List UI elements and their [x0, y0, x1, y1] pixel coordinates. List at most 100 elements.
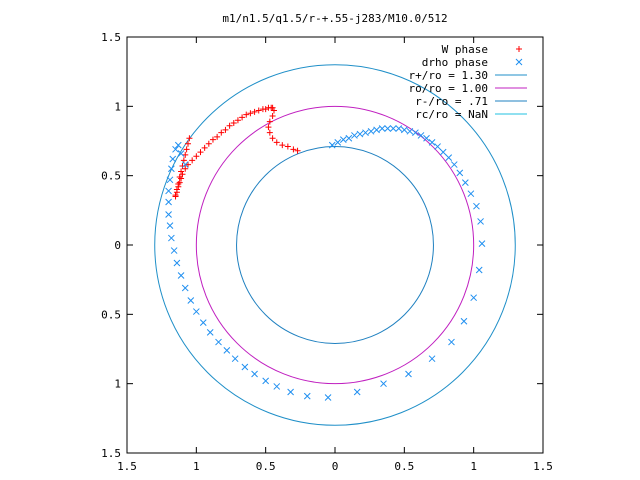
data-point	[273, 139, 280, 146]
data-point	[169, 155, 177, 163]
legend-marker	[516, 46, 522, 52]
data-point	[279, 142, 286, 149]
data-point	[324, 394, 332, 401]
data-point	[405, 370, 412, 378]
data-point	[406, 127, 414, 135]
y-tick-label: 0.5	[101, 170, 121, 183]
data-point	[334, 139, 342, 146]
data-point	[290, 146, 297, 153]
x-tick-label: 1	[193, 460, 200, 473]
data-point	[172, 193, 179, 200]
x-tick-label: 1.5	[533, 460, 553, 473]
data-point	[173, 189, 180, 196]
data-point	[165, 187, 172, 195]
data-point	[400, 126, 408, 134]
data-point	[356, 130, 364, 138]
data-point	[176, 179, 183, 186]
legend-label: W phase	[442, 43, 488, 56]
axis-ticks: 1.5 1 0.5 0 0.5 1 1.51.510.500.511.5	[101, 31, 553, 473]
data-point	[339, 136, 347, 143]
data-point	[251, 370, 258, 378]
data-point	[181, 161, 189, 168]
data-point	[241, 363, 249, 371]
data-point	[456, 169, 464, 177]
data-point	[223, 347, 231, 354]
data-point	[180, 157, 187, 164]
legend-label: ro/ro = 1.00	[409, 82, 488, 95]
w-phase-series	[172, 104, 301, 200]
data-point	[201, 144, 208, 151]
data-point	[287, 388, 294, 396]
data-point	[428, 355, 436, 363]
x-tick-label: 1	[470, 460, 477, 473]
data-point	[179, 171, 186, 178]
data-point	[166, 222, 174, 229]
legend-label: r-/ro = .71	[415, 95, 488, 108]
data-point	[450, 161, 458, 168]
data-point	[247, 110, 254, 117]
data-point	[234, 117, 241, 124]
data-point	[186, 135, 193, 142]
y-tick-label: 0	[114, 239, 121, 252]
data-point	[187, 297, 195, 304]
data-point	[470, 294, 478, 302]
data-point	[428, 139, 436, 146]
data-point	[439, 148, 447, 156]
data-point	[460, 317, 468, 325]
reference-circle	[236, 146, 434, 344]
data-point	[445, 154, 453, 161]
data-point	[170, 247, 178, 254]
data-point	[199, 319, 207, 327]
y-tick-label: 1	[114, 100, 121, 113]
data-point	[183, 146, 190, 153]
data-point	[373, 126, 380, 134]
data-point	[168, 234, 175, 242]
legend-label: r+/ro = 1.30	[409, 69, 488, 82]
data-point	[182, 165, 189, 172]
data-point	[181, 284, 189, 292]
data-point	[197, 149, 204, 156]
data-point	[362, 129, 369, 137]
data-point	[185, 161, 192, 168]
data-point	[395, 125, 403, 132]
data-point	[328, 141, 336, 149]
data-point	[269, 104, 276, 111]
drho-phase-series	[165, 125, 486, 401]
reference-circle	[195, 105, 475, 385]
legend-label: rc/ro = NaN	[415, 108, 488, 121]
data-point	[265, 124, 272, 131]
y-tick-label: 1	[114, 378, 121, 391]
data-point	[243, 111, 250, 118]
data-point	[176, 174, 183, 181]
x-tick-label: 0	[332, 460, 339, 473]
data-point	[173, 259, 181, 267]
reference-circles	[154, 64, 516, 426]
data-point	[178, 168, 185, 175]
y-tick-label: 1.5	[101, 31, 121, 44]
data-point	[178, 175, 185, 182]
data-point	[226, 122, 233, 129]
data-point	[239, 114, 246, 121]
data-point	[218, 129, 225, 136]
data-point	[193, 153, 200, 160]
data-point	[185, 140, 192, 147]
data-point	[461, 179, 469, 186]
data-point	[262, 377, 270, 385]
x-tick-label: 1.5	[117, 460, 137, 473]
data-point	[477, 218, 484, 225]
data-point	[475, 266, 483, 274]
data-point	[467, 190, 475, 198]
data-series	[165, 104, 486, 401]
data-point	[294, 147, 301, 154]
data-point	[269, 113, 276, 120]
data-point	[303, 392, 311, 400]
data-point	[168, 165, 175, 173]
data-point	[166, 176, 174, 184]
data-point	[192, 308, 200, 315]
x-tick-label: 0.5	[394, 460, 414, 473]
data-point	[165, 211, 172, 218]
data-point	[353, 388, 361, 396]
data-point	[378, 125, 386, 132]
data-point	[384, 125, 392, 132]
